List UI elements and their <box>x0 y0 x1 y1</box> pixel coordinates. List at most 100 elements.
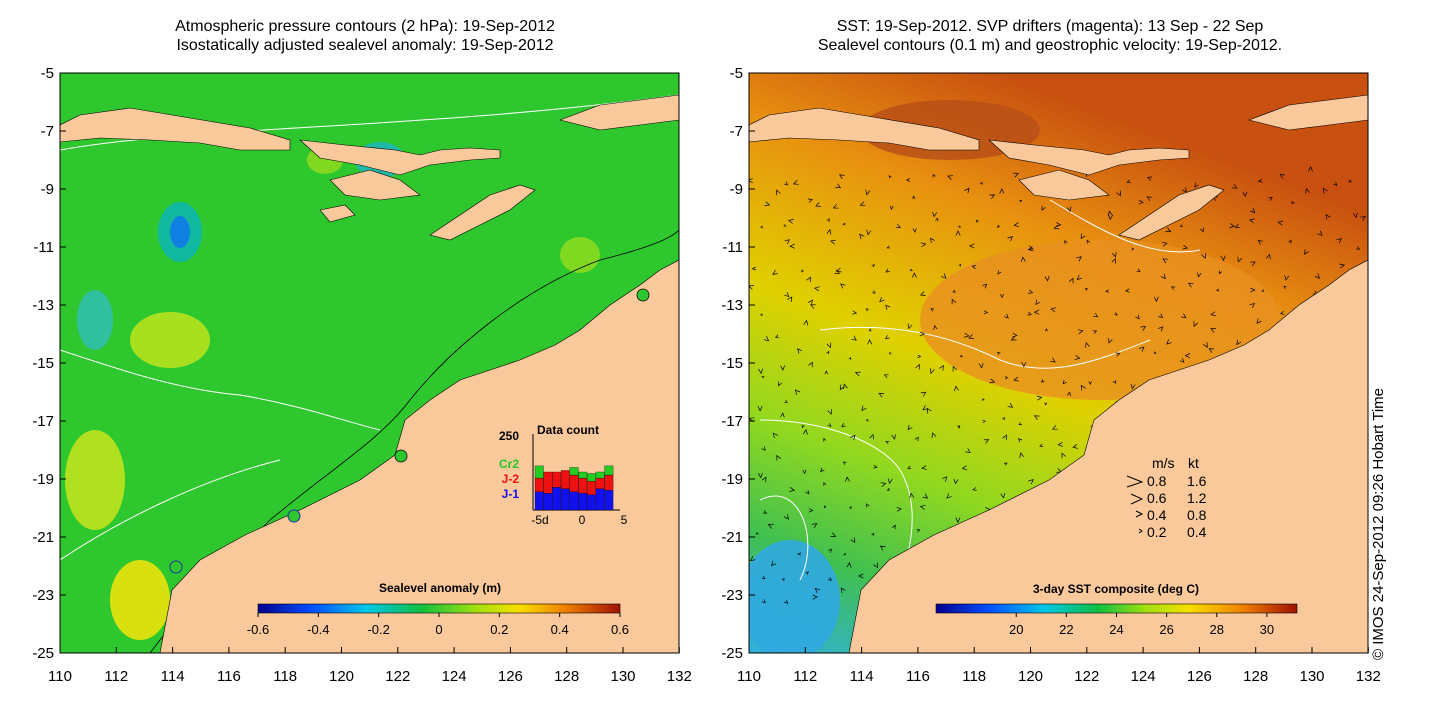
velocity-vector <box>1040 379 1045 383</box>
velocity-vector <box>1360 216 1366 221</box>
velocity-vector <box>846 561 852 568</box>
velocity-vector <box>868 328 872 332</box>
longitude-label: 114 <box>850 668 874 685</box>
velocity-vector <box>919 504 926 510</box>
velocity-vector <box>1138 199 1144 205</box>
velocity-vector <box>912 195 916 200</box>
latitude-label: -21 <box>721 529 743 546</box>
latitude-label: -9 <box>41 181 54 198</box>
velocity-vector <box>952 365 958 372</box>
velocity-vector <box>941 476 948 482</box>
velocity-legend-header-kt: kt <box>1188 455 1199 471</box>
velocity-vector <box>758 368 764 375</box>
velocity-vector <box>841 423 846 428</box>
velocity-vector <box>1279 173 1286 179</box>
velocity-vector <box>947 175 953 180</box>
velocity-vector <box>1339 263 1345 269</box>
velocity-vector <box>1013 172 1020 178</box>
velocity-vector <box>761 476 767 483</box>
velocity-vector <box>1027 289 1034 294</box>
velocity-vector <box>1237 256 1243 263</box>
velocity-vector <box>886 487 890 491</box>
velocity-vector <box>776 189 781 196</box>
velocity-vector <box>801 269 804 273</box>
velocity-vector <box>1080 384 1086 391</box>
velocity-vector <box>1086 239 1090 244</box>
velocity-vector <box>852 310 858 315</box>
data-count-bar-j1 <box>552 487 562 511</box>
velocity-vector <box>755 532 759 535</box>
latitude-label: -23 <box>32 587 54 604</box>
longitude-label: 122 <box>385 668 410 685</box>
velocity-vector <box>1348 179 1352 183</box>
velocity-vector <box>885 268 890 273</box>
velocity-vector <box>930 237 935 243</box>
velocity-vector <box>1000 493 1006 499</box>
data-count-bar-cr2 <box>578 471 588 479</box>
land-masses <box>60 94 679 653</box>
data-count-bar-j2 <box>534 477 544 492</box>
velocity-vector <box>1107 210 1113 217</box>
sst-colorbar-label: 3-day SST composite (deg C) <box>1033 582 1199 596</box>
colorbar-tick-label: -0.2 <box>367 622 389 637</box>
velocity-vector <box>815 202 821 207</box>
velocity-vector <box>840 587 846 594</box>
velocity-vector <box>1188 282 1194 288</box>
latitude-label: -23 <box>721 587 743 604</box>
longitude-label: 128 <box>1243 668 1268 685</box>
warm-water-patch <box>920 240 1280 400</box>
velocity-vector <box>1108 338 1113 344</box>
velocity-vector <box>823 437 827 442</box>
velocity-vector <box>843 461 847 465</box>
longitude-label: 130 <box>1299 668 1324 685</box>
velocity-legend: m/s kt 0.8 1.6 0.6 1.2 0.4 0.8 0.2 0.4 <box>1126 455 1207 540</box>
velocity-vector <box>794 389 801 395</box>
velocity-vector <box>840 283 846 289</box>
velocity-vector <box>911 272 917 278</box>
banda-islands <box>558 94 679 131</box>
latitude-label: -11 <box>722 239 743 256</box>
velocity-vector <box>1257 178 1263 183</box>
velocity-vector <box>892 524 896 529</box>
velocity-vector <box>783 599 789 604</box>
banda-islands <box>1247 94 1368 131</box>
data-count-xtick: 0 <box>579 513 586 527</box>
legend-j2: J-2 <box>502 472 520 486</box>
velocity-vector <box>1035 299 1041 306</box>
velocity-vector <box>861 405 867 412</box>
savu-island <box>319 204 356 223</box>
velocity-vector <box>1093 312 1099 318</box>
velocity-vector <box>968 334 975 339</box>
longitude-label: 132 <box>667 668 692 685</box>
velocity-vector <box>749 556 756 562</box>
longitude-label: 120 <box>329 668 354 685</box>
velocity-vector <box>1055 222 1062 228</box>
data-count-bar-cr2 <box>569 467 579 476</box>
tide-gauge-marker <box>287 509 301 523</box>
tide-gauge-marker <box>394 449 408 463</box>
velocity-vector <box>946 493 952 499</box>
velocity-vector <box>1250 261 1256 267</box>
velocity-vector <box>1044 328 1048 332</box>
longitude-label: 130 <box>610 668 635 685</box>
velocity-vector <box>1092 330 1098 334</box>
longitude-label: 116 <box>217 668 241 685</box>
velocity-vector <box>989 378 996 384</box>
velocity-vector <box>760 313 763 317</box>
velocity-vector <box>921 465 927 470</box>
velocity-vector <box>916 529 921 533</box>
velocity-vector <box>1139 346 1145 352</box>
left-title-line1: Atmospheric pressure contours (2 hPa): 1… <box>175 18 555 35</box>
latitude-label: -11 <box>33 239 54 256</box>
longitude-label: 112 <box>793 668 817 685</box>
velocity-ms: 0.6 <box>1147 490 1167 506</box>
velocity-vector <box>884 335 890 340</box>
velocity-vector <box>1158 313 1164 319</box>
longitude-label: 110 <box>737 668 761 685</box>
velocity-vector <box>1039 443 1044 447</box>
latitude-label: -25 <box>32 645 54 662</box>
velocity-vector <box>996 224 1001 228</box>
velocity-vector <box>1057 441 1063 447</box>
velocity-vector <box>1112 379 1117 384</box>
velocity-vector <box>849 506 853 510</box>
